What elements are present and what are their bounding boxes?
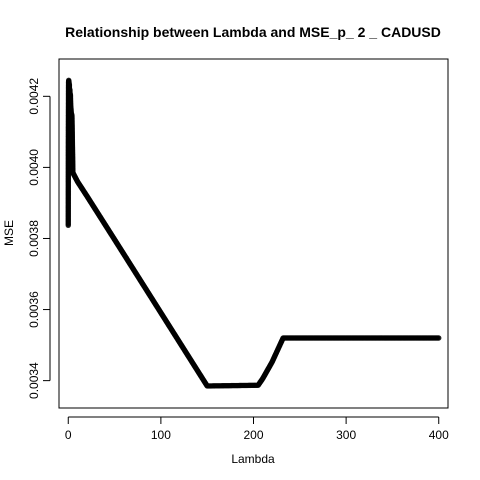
y-tick-label: 0.0040	[27, 149, 41, 186]
y-axis: 0.0034 0.0036 0.0038 0.0040 0.0042	[27, 78, 51, 399]
y-tick-label: 0.0038	[27, 220, 41, 257]
y-axis-label: MSE	[2, 220, 16, 246]
x-tick-label: 0	[65, 428, 72, 442]
plot-frame	[58, 58, 449, 409]
y-tick-label: 0.0042	[27, 78, 41, 115]
x-tick-label: 200	[243, 428, 263, 442]
x-tick-label: 300	[336, 428, 356, 442]
data-point	[436, 335, 442, 341]
y-tick-label: 0.0036	[27, 291, 41, 328]
y-tick-label: 0.0034	[27, 362, 41, 399]
x-tick-label: 400	[429, 428, 449, 442]
plot-area	[65, 77, 442, 389]
x-axis: 0 100 200 300 400	[65, 416, 449, 442]
x-axis-label: Lambda	[231, 452, 275, 466]
chart-title: Relationship between Lambda and MSE_p_ 2…	[65, 24, 441, 40]
x-tick-label: 100	[151, 428, 171, 442]
